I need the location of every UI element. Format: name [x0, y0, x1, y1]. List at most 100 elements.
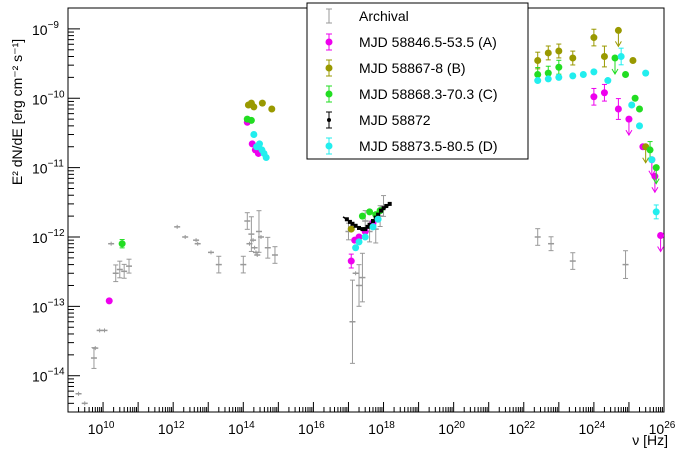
upper-limit-arrow: [611, 68, 619, 76]
data-point: [365, 224, 370, 229]
upper-limit-arrow: [625, 129, 633, 137]
x-tick-label: 1016: [298, 420, 325, 437]
data-point: [622, 70, 630, 78]
data-point: [105, 297, 113, 305]
data-point: [555, 73, 563, 81]
data-point: [614, 26, 622, 34]
data-point: [247, 116, 255, 124]
data-point: [367, 222, 372, 227]
x-tick-label: 1012: [158, 420, 185, 437]
data-point: [347, 257, 355, 265]
legend-label: MJD 58873.5-80.5 (D): [359, 138, 498, 154]
data-point: [590, 68, 598, 76]
data-point: [648, 156, 656, 164]
data-point: [600, 89, 608, 97]
legend-marker: [325, 142, 333, 150]
y-tick-label: 10−13: [32, 297, 65, 315]
data-point: [544, 75, 552, 83]
data-point: [347, 219, 352, 224]
legend-label: MJD 58846.5-53.5 (A): [359, 34, 497, 50]
y-tick-label: 10−9: [32, 20, 59, 38]
data-point: [631, 94, 639, 102]
x-axis-tick-labels: 1010 1012 1014 1016 1018 1020 1022 1024 1026: [88, 420, 676, 437]
series-3: [118, 54, 660, 249]
x-tick-label: 1014: [228, 420, 255, 437]
data-point: [366, 208, 374, 216]
y-tick-label: 10−14: [32, 367, 65, 385]
data-point: [534, 77, 542, 85]
data-point: [652, 208, 660, 216]
data-point: [604, 77, 612, 85]
data-point: [381, 206, 386, 211]
data-point: [555, 63, 563, 71]
x-tick-label: 1022: [508, 420, 535, 437]
upper-limit-arrow: [657, 246, 665, 253]
upper-limit-arrow: [652, 178, 660, 185]
data-point: [344, 217, 349, 222]
legend-marker: [325, 64, 333, 72]
data-point: [369, 223, 377, 231]
data-point: [628, 101, 636, 109]
data-point: [387, 201, 392, 206]
data-point: [352, 244, 360, 252]
data-point: [651, 172, 659, 180]
y-tick-label: 10−12: [32, 228, 65, 246]
data-point: [555, 47, 563, 55]
y-axis-ticks: [68, 7, 80, 413]
data-point: [534, 57, 542, 65]
data-layer: [75, 26, 665, 406]
x-axis-ticks: [67, 402, 665, 412]
x-tick-label: 1010: [88, 420, 115, 437]
data-point: [361, 233, 369, 241]
legend-label: MJD 58868.3-70.3 (C): [359, 86, 498, 102]
data-point: [358, 212, 366, 220]
data-point: [268, 105, 276, 113]
data-point: [262, 153, 270, 161]
x-tick-label: 1020: [438, 420, 465, 437]
data-point: [363, 227, 368, 232]
series-4: [344, 201, 392, 232]
data-point: [256, 140, 264, 148]
data-point: [544, 49, 552, 57]
y-tick-label: 10−11: [32, 159, 64, 177]
data-point: [642, 69, 650, 77]
data-point: [646, 146, 654, 154]
data-point: [590, 93, 598, 101]
y-axis-title: E² dN/dE [erg cm⁻² s⁻¹]: [9, 39, 25, 185]
data-point: [360, 227, 365, 232]
data-point: [614, 105, 622, 113]
x-tick-label: 1024: [579, 420, 606, 437]
data-point: [617, 52, 625, 60]
data-point: [635, 105, 643, 113]
data-point: [258, 99, 266, 107]
data-point: [376, 212, 381, 217]
data-point: [384, 203, 389, 208]
data-point: [353, 223, 358, 228]
series-2: [244, 26, 650, 233]
data-point: [579, 70, 587, 78]
data-point: [611, 54, 619, 62]
upper-limit-arrow: [651, 187, 659, 194]
upper-limit-arrow: [614, 41, 622, 48]
series-5: [250, 47, 660, 252]
data-point: [350, 221, 355, 226]
x-axis-title: ν [Hz]: [632, 432, 668, 448]
data-point: [569, 54, 577, 62]
data-point: [652, 164, 660, 172]
legend-marker: [325, 38, 333, 46]
data-point: [347, 225, 355, 233]
x-tick-label: 1018: [368, 420, 395, 437]
data-point: [544, 69, 552, 77]
y-axis-tick-labels: 10−14 10−13 10−12 10−11 10−10 10−9: [32, 20, 65, 385]
legend-box: [306, 2, 529, 160]
legend: Archival MJD 58846.5-53.5 (A) MJD 58867-8 …: [306, 2, 529, 160]
data-point: [357, 225, 362, 230]
data-point: [635, 122, 643, 130]
data-point: [250, 131, 258, 139]
data-point: [355, 238, 363, 246]
legend-marker: [327, 118, 331, 122]
legend-label: Archival: [359, 8, 409, 24]
data-point: [629, 57, 637, 65]
y-tick-label: 10−10: [32, 89, 65, 107]
